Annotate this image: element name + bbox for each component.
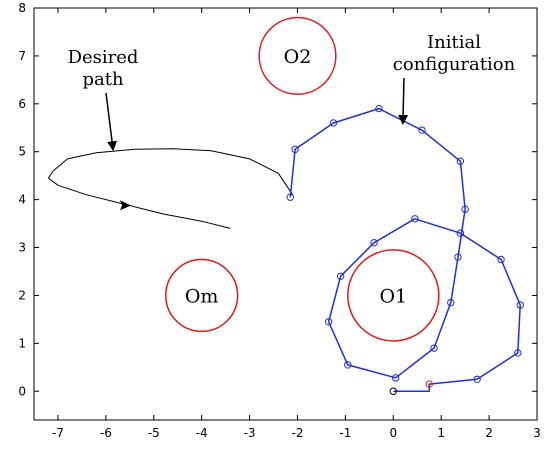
manipulator-joint (447, 298, 455, 307)
manipulator-joint (454, 253, 462, 261)
manipulator-joint (473, 375, 481, 383)
manipulator-joint (329, 119, 338, 127)
x-tick-label: -3 (244, 426, 256, 440)
x-tick-label: -7 (52, 426, 64, 440)
axis-ticks: -7 -6 -5 -4 -3 -2 -1 0 1 2 3 0 1 2 3 4 5 6 7 8 (18, 1, 540, 440)
obstacle-label: Om (185, 285, 219, 307)
y-tick-label: 1 (18, 336, 26, 350)
x-tick-label: -1 (339, 426, 351, 440)
y-tick-label: 5 (18, 145, 26, 159)
annotation-arrow (105, 92, 118, 152)
desired-path-arrow (120, 200, 132, 211)
manipulator-joint (370, 239, 378, 247)
manipulator-joint (411, 215, 419, 223)
obstacle-label: O2 (284, 46, 312, 68)
x-tick-label: 0 (389, 426, 397, 440)
annotation-text: path (82, 69, 123, 90)
annotation-text: Initial (427, 32, 481, 53)
plot-area-frame (33, 7, 538, 421)
manipulator-joint (425, 380, 433, 388)
manipulator-joint (391, 374, 400, 382)
y-tick-label: 6 (18, 97, 26, 111)
obstacle-label: O1 (379, 285, 407, 307)
y-tick-label: 8 (18, 1, 26, 15)
x-tick-label: -4 (196, 426, 208, 440)
y-tick-label: 7 (18, 49, 26, 63)
y-tick-label: 3 (18, 241, 26, 255)
x-tick-label: 1 (437, 426, 445, 440)
x-tick-label: 3 (533, 426, 541, 440)
manipulator-joint (324, 318, 333, 326)
manipulator-joint (497, 255, 505, 264)
manipulator-joint (456, 157, 465, 166)
manipulator-links (289, 107, 521, 393)
x-tick-label: 2 (485, 426, 493, 440)
manipulator-base (389, 387, 397, 395)
manipulator-joint (430, 344, 438, 352)
obstacle-circle (347, 249, 440, 342)
manipulator-joint (344, 361, 352, 369)
manipulator-joint (514, 349, 522, 357)
annotation-arrow (398, 77, 409, 125)
y-tick-label: 0 (18, 384, 26, 398)
y-tick-label: 2 (18, 288, 26, 302)
manipulator-joint (461, 205, 469, 213)
manipulator-joint (456, 229, 465, 237)
manipulator-joint (291, 145, 299, 154)
manipulator-joint (286, 193, 294, 201)
desired-path-line (47, 148, 294, 229)
annotation-text: configuration (393, 54, 516, 75)
x-tick-label: -6 (100, 426, 112, 440)
annotation-text: Desired (68, 47, 139, 68)
obstacle-circle (164, 258, 239, 333)
manipulator-joint (375, 104, 383, 113)
manipulator-joint (418, 126, 426, 134)
obstacle-circle (258, 16, 337, 95)
x-tick-label: -5 (148, 426, 160, 440)
manipulator-joint (336, 272, 345, 280)
y-tick-label: 4 (18, 193, 26, 207)
x-tick-label: -2 (291, 426, 303, 440)
manipulator-joint (516, 301, 524, 309)
